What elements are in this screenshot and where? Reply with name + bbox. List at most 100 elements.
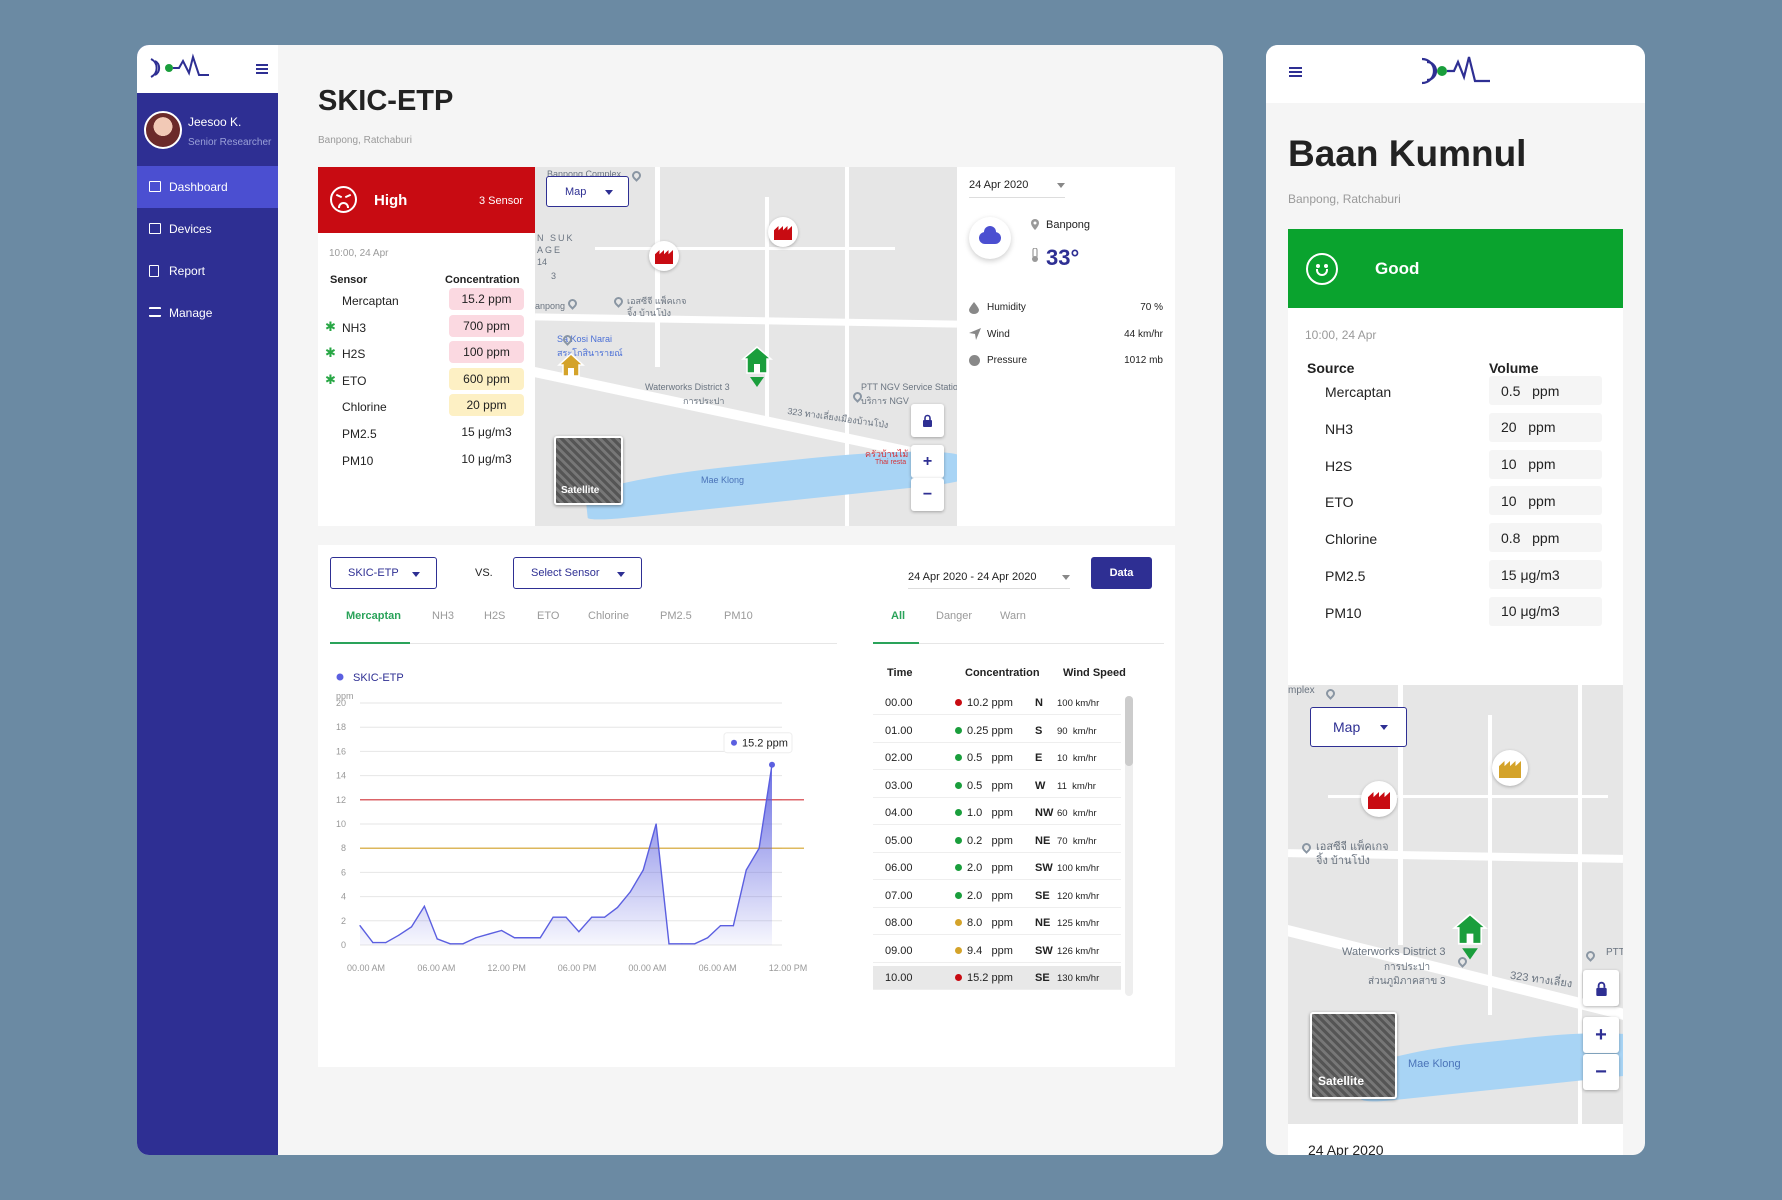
y-tick-label: 8 [341,843,346,853]
nav-item-devices[interactable]: Devices [137,208,278,250]
factory-danger-icon[interactable] [768,217,798,247]
map-type-select[interactable]: Map [546,176,629,207]
tooltip-label: 15.2 ppm [742,738,788,750]
table-scrollbar[interactable] [1125,696,1133,996]
satellite-toggle[interactable]: Satellite [1310,1012,1397,1099]
poi-pin-icon[interactable] [1324,687,1337,700]
factory-danger-icon[interactable] [649,241,679,271]
chevron-down-icon [605,190,613,195]
source-row: H2S 10 ppm [1288,449,1623,480]
col-concentration: Concentration [445,274,520,286]
row-wind-dir: SW [1035,944,1053,957]
row-time: 06.00 [885,862,913,874]
mobile-map-view[interactable]: mplex เอสซีจี แพ็คเกจ จิ้ง บ้านโป่ง Wate… [1288,685,1623,1124]
data-point [769,761,775,768]
source-row: NH3 20 ppm [1288,412,1623,443]
factory-warn-icon[interactable] [1492,750,1528,786]
source-row: Chlorine 0.8 ppm [1288,523,1623,553]
table-row[interactable]: 03.00 0.5 ppm W 11 km/hr [873,774,1121,798]
tab-filter[interactable]: Warn [1000,610,1026,622]
sensor-row: Mercaptan 15.2 ppm [318,288,535,312]
table-row[interactable]: 07.00 2.0 ppm SE 120 km/hr [873,884,1121,908]
map-view[interactable]: Banpong Complex N SUK AGE 14 3 anpong เอ… [535,167,957,526]
table-body[interactable]: 00.00 10.2 ppm N 100 km/hr 01.00 0.25 ppm S 90 … [873,691,1121,999]
table-row[interactable]: 05.00 0.2 ppm NE 70 km/hr [873,829,1121,853]
menu-toggle-icon[interactable] [1289,67,1302,77]
row-wind-dir: NE [1035,917,1051,929]
table-row[interactable]: 10.00 15.2 ppm SE 130 km/hr [873,966,1121,990]
table-row[interactable]: 04.00 1.0 ppm NW 60 km/hr [873,801,1121,825]
level-dot [955,946,962,954]
data-button[interactable]: Data [1091,557,1152,589]
wind-value: 44 km/hr [1124,329,1163,340]
tab-sensor[interactable]: H2S [484,610,506,622]
tab-sensor[interactable]: Mercaptan [346,610,402,622]
compare-sensor-select[interactable]: Select Sensor [513,557,642,589]
zoom-in-button[interactable]: + [911,445,944,478]
level-dot [955,726,962,734]
menu-toggle-icon[interactable] [256,64,268,74]
satellite-label: Satellite [1318,1074,1365,1088]
tab-sensor[interactable]: ETO [537,610,560,622]
data-point [398,934,400,936]
nav-item-report[interactable]: Report [137,250,278,292]
row-wind-speed: 60 km/hr [1057,808,1097,819]
factory-danger-icon[interactable] [1361,781,1397,817]
lock-icon[interactable] [1583,970,1619,1006]
tab-sensor[interactable]: Chlorine [588,610,629,622]
row-wind-speed: 10 km/hr [1057,753,1097,764]
station-select[interactable]: SKIC-ETP [330,557,437,589]
vs-label: VS. [475,567,493,579]
table-row[interactable]: 08.00 8.0 ppm NE 125 km/hr [873,911,1121,935]
row-time: 02.00 [885,752,913,764]
tab-sensor[interactable]: PM10 [724,610,753,622]
home-good-icon[interactable] [1452,912,1488,962]
tab-sensor[interactable]: PM2.5 [660,610,692,622]
map-label: PTT [1606,947,1623,958]
table-row[interactable]: 11.00N/AN/A [873,994,1121,1000]
sensor-value: 20 ppm [449,394,524,417]
map-type-label: Map [565,185,587,198]
nav-item-dashboard[interactable]: Dashboard [137,166,278,208]
data-point [423,905,425,907]
weather-date-select[interactable]: 24 Apr 2020 [969,179,1065,198]
zoom-out-button[interactable]: − [911,478,944,511]
table-row[interactable]: 06.00 2.0 ppm SW 100 km/hr [873,856,1121,880]
nav-item-manage[interactable]: Manage [137,292,278,334]
satellite-toggle[interactable]: Satellite [554,436,623,505]
mobile-map-type-select[interactable]: Map [1310,707,1407,747]
source-value: 10 ppm [1489,486,1602,516]
poi-pin-icon[interactable] [566,297,579,310]
status-banner-high: High 3 Sensor [318,167,535,233]
avatar[interactable] [144,111,182,149]
table-row[interactable]: 01.00 0.25 ppm S 90 km/hr [873,719,1121,743]
zoom-in-button[interactable]: + [1583,1017,1619,1053]
home-warn-icon[interactable] [557,352,585,378]
poi-pin-icon[interactable] [630,169,643,182]
poi-pin-icon[interactable] [612,295,625,308]
home-good-icon[interactable] [741,345,773,389]
table-row[interactable]: 02.00 0.5 ppm E 10 km/hr [873,746,1121,770]
table-row[interactable]: 00.00 10.2 ppm N 100 km/hr [873,691,1121,715]
tab-filter[interactable]: All [891,610,906,622]
data-point [449,943,451,945]
legend-dot [336,673,344,681]
sensor-name: ETO [342,373,367,388]
source-name: NH3 [1325,420,1354,437]
device-icon [149,223,161,234]
x-tick-label: 12.00 PM [487,963,526,973]
source-value: 15 μg/m3 [1489,560,1602,589]
poi-pin-icon[interactable] [1584,949,1597,962]
flag-star-icon: ✱ [325,318,336,334]
tab-filter[interactable]: Danger [936,610,973,622]
date-range-select[interactable]: 24 Apr 2020 - 24 Apr 2020 [908,571,1070,589]
tab-sensor[interactable]: NH3 [432,610,455,622]
mobile-date-select[interactable]: 24 Apr 2020 [1308,1142,1384,1155]
table-row[interactable]: 09.00 9.4 ppm SW 126 km/hr [873,939,1121,963]
row-wind-speed: 100 km/hr [1057,698,1100,709]
lock-icon[interactable] [911,404,944,437]
status-banner-good: Good [1288,229,1623,308]
zoom-out-button[interactable]: − [1583,1054,1619,1090]
map-label: Waterworks District 3 [1342,946,1446,958]
